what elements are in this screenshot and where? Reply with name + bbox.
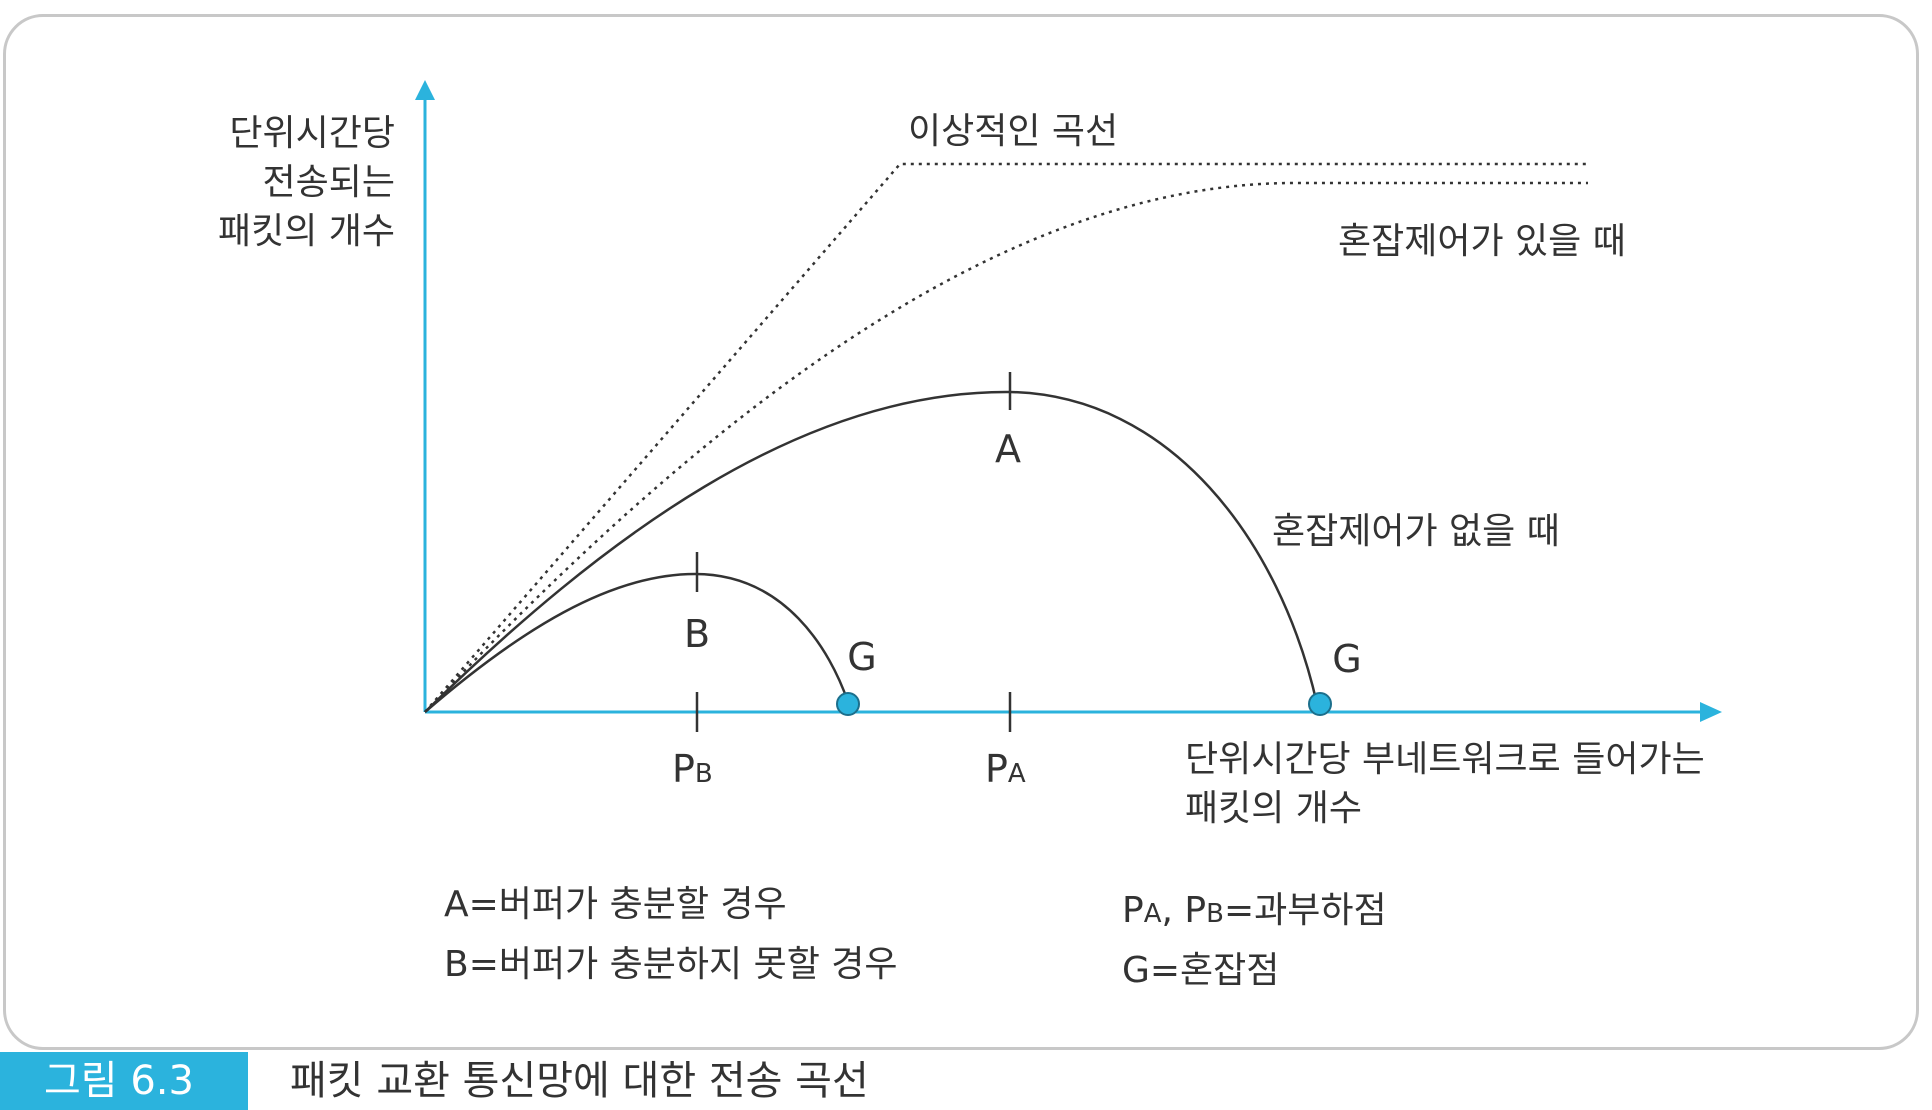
without-control-label: 혼잡제어가 없을 때 <box>1272 511 1560 552</box>
x-tick-label-pb: PB <box>672 747 713 791</box>
figure-number-tab: 그림 6.3 <box>0 1052 248 1110</box>
y-axis-label-line2: 전송되는 <box>263 162 395 203</box>
congestion-point-marker-b <box>836 692 860 716</box>
legend-a-definition: A=버퍼가 충분할 경우 <box>444 884 787 925</box>
x-axis-label-line1: 단위시간당 부네트워크로 들어가는 <box>1185 739 1705 780</box>
congestion-point-marker-a <box>1308 692 1332 716</box>
point-a-label: A <box>995 427 1021 471</box>
legend-g-definition: G=혼잡점 <box>1122 950 1279 991</box>
y-axis-label-line3: 패킷의 개수 <box>218 211 395 252</box>
figure-frame <box>3 14 1919 1050</box>
without-control-curve-a <box>424 390 1319 713</box>
figure-caption: 패킷 교환 통신망에 대한 전송 곡선 <box>290 1058 869 1104</box>
ideal-curve <box>424 162 1588 713</box>
with-control-label: 혼잡제어가 있을 때 <box>1338 221 1626 262</box>
x-tick-label-pa: PA <box>985 747 1026 791</box>
x-axis-arrow <box>1700 702 1722 722</box>
point-b-label: B <box>684 612 710 656</box>
x-axis-label-line2: 패킷의 개수 <box>1185 788 1362 829</box>
congestion-point-label-1: G <box>847 635 876 679</box>
with-control-curve <box>424 181 1588 713</box>
legend-b-definition: B=버퍼가 충분하지 못할 경우 <box>444 944 898 985</box>
y-axis-arrow <box>415 80 435 100</box>
legend-p-definition: PA, PB=과부하점 <box>1122 890 1387 931</box>
y-axis-label-line1: 단위시간당 <box>229 113 395 154</box>
ideal-curve-label: 이상적인 곡선 <box>908 111 1118 152</box>
congestion-point-label-2: G <box>1332 637 1361 681</box>
without-control-curve-b <box>424 572 850 713</box>
